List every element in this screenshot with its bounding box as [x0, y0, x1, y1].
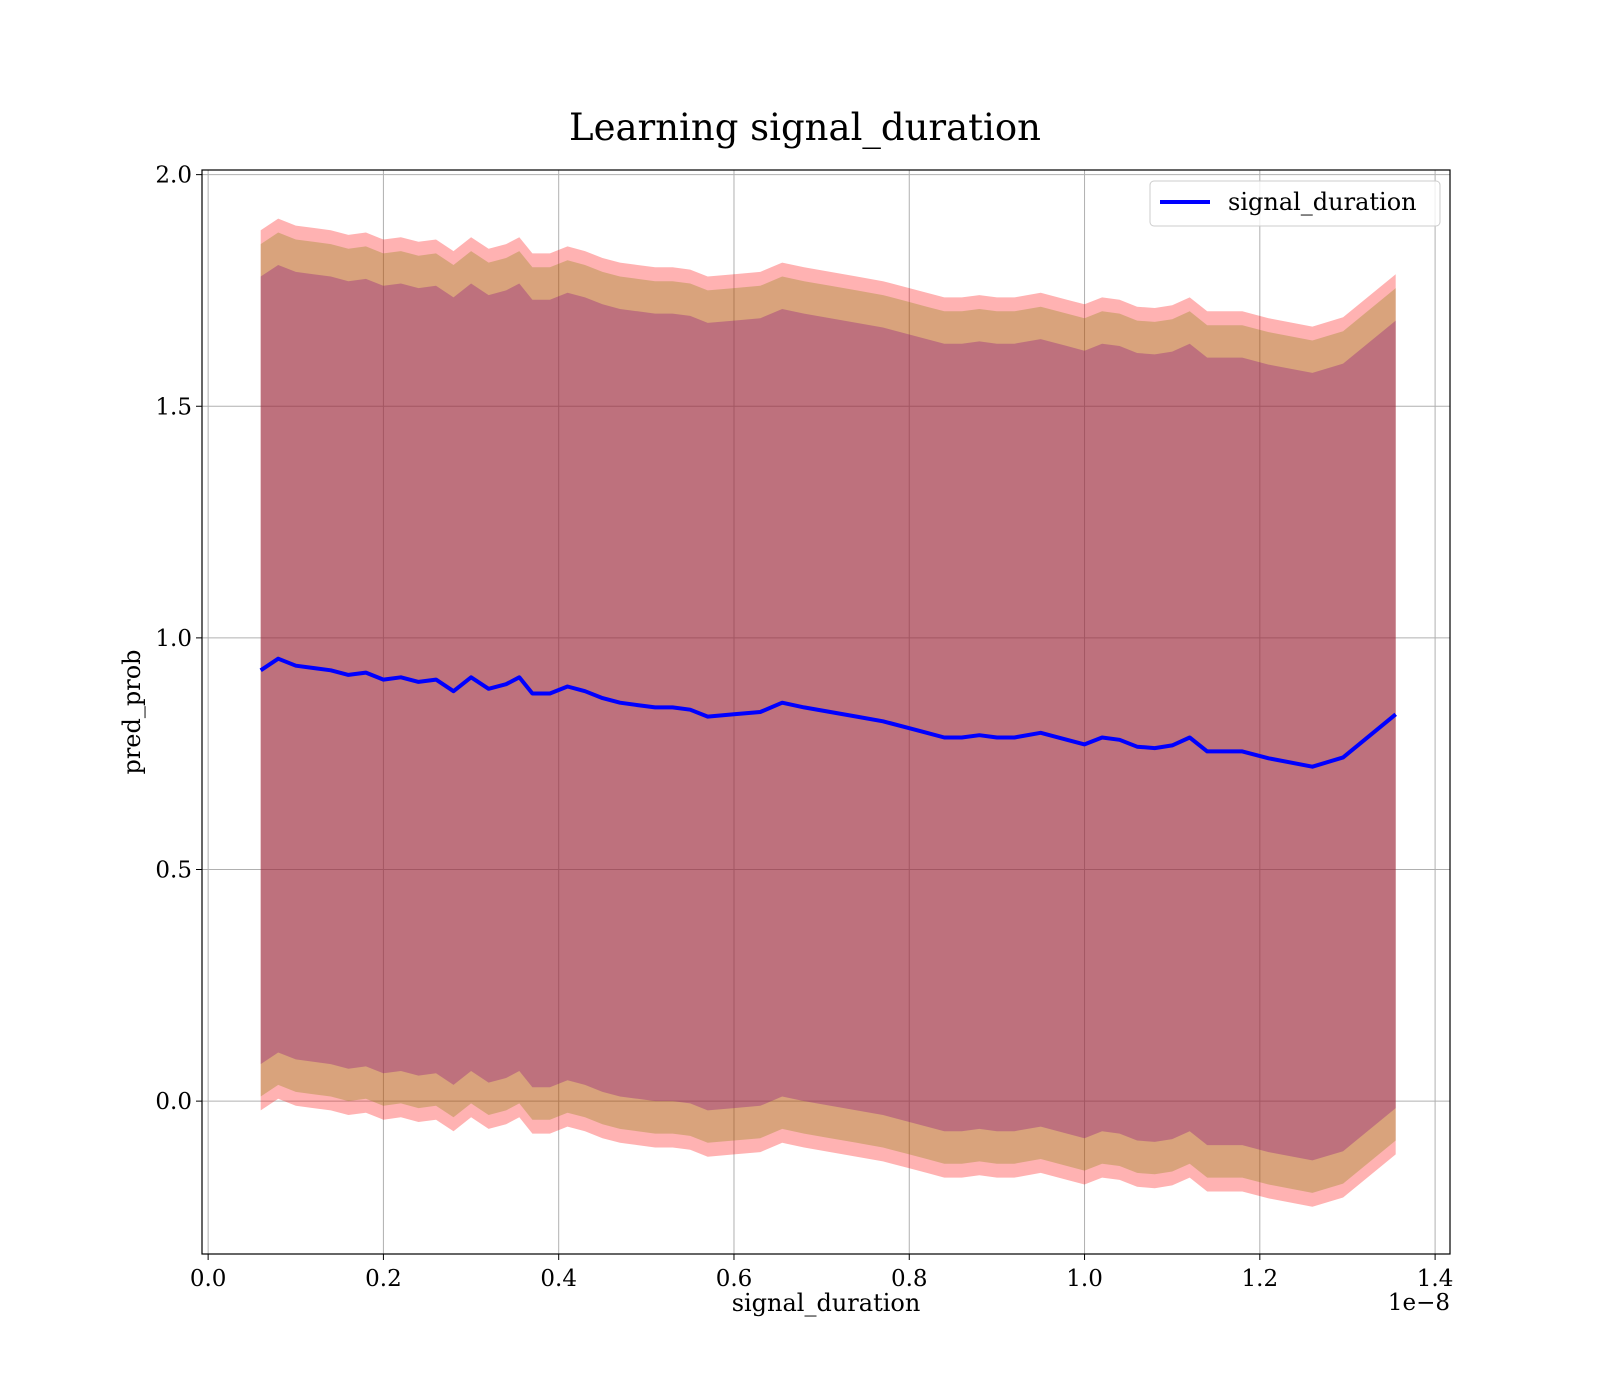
legend-box — [1149, 180, 1441, 227]
x-tick-label: 0.0 — [190, 1266, 227, 1292]
x-offset-text: 1e−8 — [1388, 1290, 1450, 1316]
series-line-signal_duration — [259, 656, 1397, 769]
grid — [202, 170, 1450, 1254]
y-tick-label: 0.5 — [155, 858, 192, 884]
axis-ticks: 0.0 0.2 0.4 0.6 0.8 1.0 1.2 1.4 0.0 0.5 1.0 1.5 2.0 — [155, 163, 1453, 1292]
x-tick-label: 1.4 — [1417, 1266, 1454, 1292]
x-tick-label: 0.6 — [716, 1266, 753, 1292]
y-tick-label: 2.0 — [155, 163, 192, 189]
x-tick-label: 1.0 — [1066, 1266, 1103, 1292]
x-axis-label: signal_duration — [732, 1289, 921, 1317]
x-tick-label: 0.4 — [540, 1266, 577, 1292]
series-lines — [259, 656, 1397, 769]
y-tick-label: 1.0 — [155, 626, 192, 652]
legend-label: signal_duration — [1228, 188, 1417, 216]
chart-title: Learning signal_duration — [569, 106, 1041, 150]
plot-frame — [201, 169, 1451, 1255]
x-tick-label: 0.8 — [891, 1266, 928, 1292]
y-tick-label: 1.5 — [155, 394, 192, 420]
legend: signal_duration — [1149, 180, 1441, 227]
y-tick-label: 0.0 — [155, 1089, 192, 1115]
x-tick-label: 0.2 — [365, 1266, 402, 1292]
x-tick-label: 1.2 — [1242, 1266, 1279, 1292]
y-axis-label: pred_prob — [118, 649, 146, 774]
